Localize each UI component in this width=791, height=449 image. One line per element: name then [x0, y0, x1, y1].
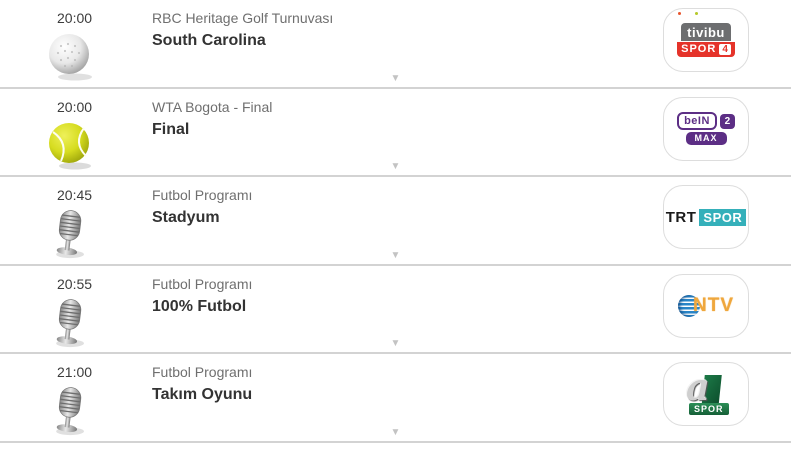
channel-logo-tivibu-spor4[interactable]: tivibu SPOR 4: [663, 8, 749, 72]
tennis-ball-icon: [48, 119, 96, 171]
channel-logo-trt-spor[interactable]: TRT SPOR: [663, 185, 749, 250]
trt-spor-band: SPOR: [699, 208, 747, 226]
program-category: RBC Heritage Golf Turnuvası: [152, 10, 334, 26]
program-row[interactable]: 20:00 RBC Heritage Golf Turnuvası South …: [0, 0, 791, 89]
program-row[interactable]: 20:45 Futbol Programı Stadyum: [0, 177, 791, 266]
program-title: Stadyum: [152, 209, 220, 227]
program-title: 100% Futbol: [152, 297, 247, 315]
tivibu-channel-number: 4: [719, 44, 731, 55]
trt-spor-logo: TRT SPOR: [665, 208, 747, 226]
golf-ball-icon: [48, 30, 96, 82]
microphone-icon: [48, 296, 96, 348]
program-category: Futbol Programı: [152, 275, 253, 292]
program-time: 20:00: [57, 10, 93, 26]
channel-logo-a-spor[interactable]: a SPOR: [663, 362, 749, 427]
program-title: South Carolina: [152, 32, 266, 49]
tivibu-dot-lime: [695, 12, 698, 15]
expand-chevron-down-icon[interactable]: ▼: [390, 161, 401, 173]
program-time: 20:55: [57, 275, 93, 292]
a-spor-logo: a SPOR: [682, 365, 730, 417]
program-category: Futbol Programı: [152, 364, 253, 381]
trt-brand: TRT: [665, 208, 697, 226]
program-time: 21:00: [57, 364, 93, 381]
program-time: 20:00: [57, 98, 93, 115]
program-time: 20:45: [57, 187, 93, 204]
ntv-globe-icon: [678, 294, 700, 317]
tivibu-spor-band: SPOR 4: [677, 42, 735, 57]
expand-chevron-down-icon[interactable]: ▼: [390, 72, 401, 84]
program-row[interactable]: 20:00 WTA Bogota - Final Final beIN 2 MA…: [0, 88, 791, 178]
channel-logo-bein-max2[interactable]: beIN 2 MAX: [663, 96, 749, 161]
channel-logo-ntv[interactable]: NTV: [663, 273, 749, 338]
program-category: Futbol Programı: [152, 187, 253, 204]
a-spor-band: SPOR: [689, 403, 729, 416]
microphone-icon: [48, 207, 96, 259]
ntv-logo: NTV: [678, 294, 734, 317]
program-title: Takım Oyunu: [152, 386, 253, 404]
ntv-brand: NTV: [693, 294, 734, 316]
expand-chevron-down-icon[interactable]: ▼: [390, 426, 401, 438]
a-spor-brand: a: [686, 365, 710, 410]
tivibu-dot-orange: [678, 12, 681, 15]
bein-channel-number: 2: [719, 113, 735, 129]
tivibu-brand: tivibu: [681, 23, 731, 41]
program-title: Final: [152, 120, 190, 138]
bein-max2-logo: beIN 2 MAX: [677, 112, 735, 146]
program-row[interactable]: 20:55 Futbol Programı 100% Futbol: [0, 265, 791, 355]
expand-chevron-down-icon[interactable]: ▼: [390, 338, 401, 350]
microphone-icon: [48, 384, 96, 436]
tivibu-spor4-logo: tivibu SPOR 4: [677, 12, 735, 57]
program-row[interactable]: 21:00 Futbol Programı Takım Oyunu: [0, 354, 791, 443]
expand-chevron-down-icon[interactable]: ▼: [390, 249, 401, 261]
bein-max-band: MAX: [685, 132, 727, 146]
bein-brand: beIN: [677, 112, 717, 131]
program-category: WTA Bogota - Final: [152, 98, 273, 115]
